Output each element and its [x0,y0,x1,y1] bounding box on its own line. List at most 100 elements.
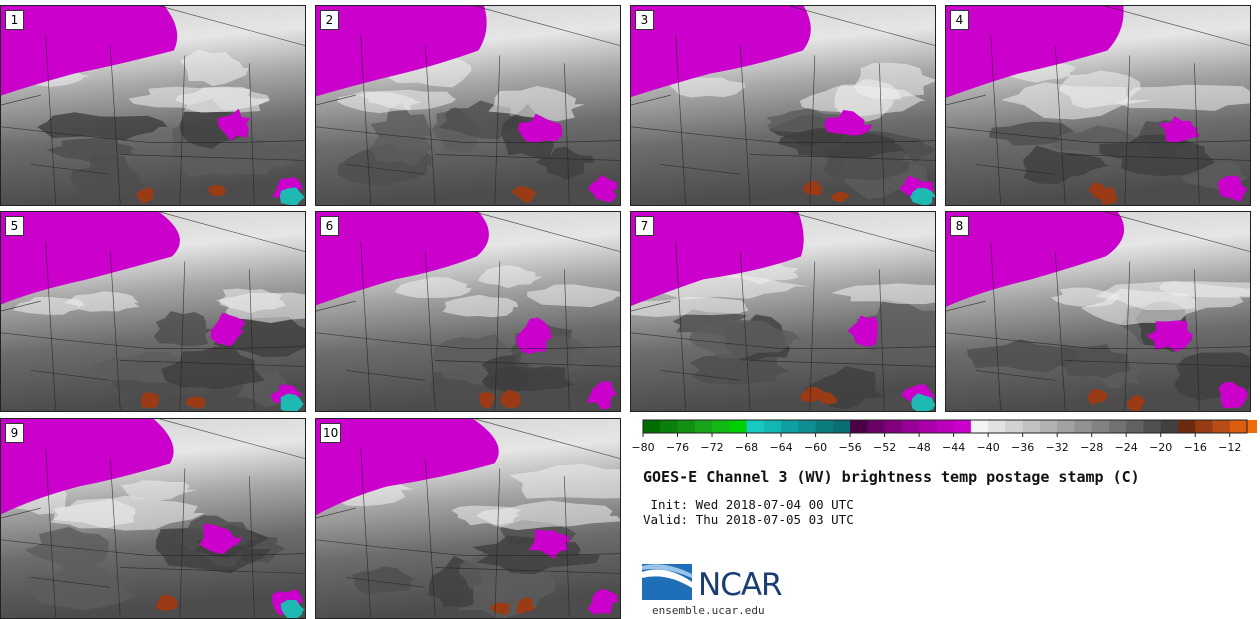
moisture-plume [316,6,487,97]
dry-region [153,311,213,347]
colorbar-bin [712,420,730,433]
colorbar-bin [1091,420,1110,433]
colorbar-bin [1108,420,1127,433]
state-boundary [360,448,371,618]
dry-region [989,121,1076,146]
convective-cluster [1158,116,1201,143]
state-boundary [120,154,305,161]
convective-cell [587,588,619,615]
map-panel-2: 2 [315,5,621,206]
colorbar-bin [1005,420,1024,433]
warm-dry-patch [208,185,227,197]
dry-region [46,137,136,163]
moisture-plume [316,212,489,306]
convective-cluster [847,315,879,347]
moist-band [1159,281,1250,298]
warm-dry-patch [140,391,160,409]
moist-band [394,276,472,298]
state-boundary [179,55,186,205]
state-boundary [946,126,1250,143]
moist-band [179,49,249,86]
colorbar-bin [1126,420,1144,433]
state-boundary [249,63,255,205]
dry-region [672,309,750,336]
state-boundary [750,154,935,161]
water-vapor-map [1,419,305,618]
state-boundary [316,126,620,143]
state-boundary [990,35,1001,205]
dry-region [856,299,935,363]
state-boundary [360,241,371,411]
water-vapor-map [316,419,620,618]
dry-region [37,112,168,141]
dry-region [351,566,416,595]
dry-region [778,128,906,159]
state-boundary [1104,212,1250,252]
dry-region [688,319,801,359]
colorbar-tick-label: −64 [769,441,792,454]
map-panel-8: 8 [945,211,1251,412]
moisture-plume [1,6,178,96]
state-boundary [179,468,186,618]
colorbar-tick-label: −36 [1011,441,1034,454]
colorbar-bin [763,420,782,433]
convective-cluster [516,317,554,355]
moist-band [478,265,544,289]
colorbar-tick-label: −24 [1115,441,1138,454]
colorbar-bin [798,420,816,433]
state-boundary [750,360,935,367]
dry-region [161,345,265,390]
colorbar-bin [643,420,661,433]
state-boundary [946,300,986,312]
dry-region [1099,134,1216,176]
panel-number: 5 [5,216,24,236]
state-boundary [435,360,620,367]
dry-region [70,155,149,205]
warm-dry-patch [1087,389,1109,405]
colorbar-tick-label: −40 [977,441,1000,454]
colorbar: −80 −76 −72 −68 −64 −60 −56 −52 −48 −44 −40 −36 −32−… [632,419,1257,454]
moist-band [50,498,136,529]
dry-region [370,103,433,167]
init-time: Init: Wed 2018-07-04 00 UTC [643,497,854,512]
state-boundary [109,251,121,411]
warm-dry-patch [489,602,510,616]
state-boundary [990,241,1001,411]
moisture-plume [631,6,811,98]
moisture-plume [946,6,1124,98]
ncar-swoosh-icon [642,564,692,600]
state-boundary [424,251,436,411]
water-vapor-map [1,6,305,205]
colorbar-bin [936,420,955,433]
moist-band [488,85,586,122]
state-boundary [316,300,356,312]
warm-dry-patch [185,396,206,409]
panel-number: 2 [320,10,339,30]
colorbar-bin [884,420,903,433]
colorbar-bin [1022,420,1041,433]
state-boundary [809,261,816,411]
moist-band [359,89,457,111]
state-boundary [159,419,305,459]
moist-band [442,294,519,318]
state-boundary [1104,6,1250,46]
state-boundary [494,55,501,205]
state-boundary [474,6,620,46]
state-boundary [249,476,255,618]
state-boundary [1194,63,1200,205]
state-boundary [30,577,111,588]
water-vapor-map [1,212,305,411]
state-boundary [474,419,620,459]
state-boundary [564,476,570,618]
colorbar-bin [988,420,1006,433]
state-boundary [789,212,935,252]
state-boundary [1124,55,1131,205]
colorbar-tick-label: −56 [838,441,861,454]
state-boundary [30,370,111,381]
map-panel-6: 6 [315,211,621,412]
state-boundary [424,458,436,618]
state-boundary [675,35,686,205]
water-vapor-map [316,6,620,205]
cold-cloud-top [280,599,305,618]
colorbar-bin [781,420,799,433]
